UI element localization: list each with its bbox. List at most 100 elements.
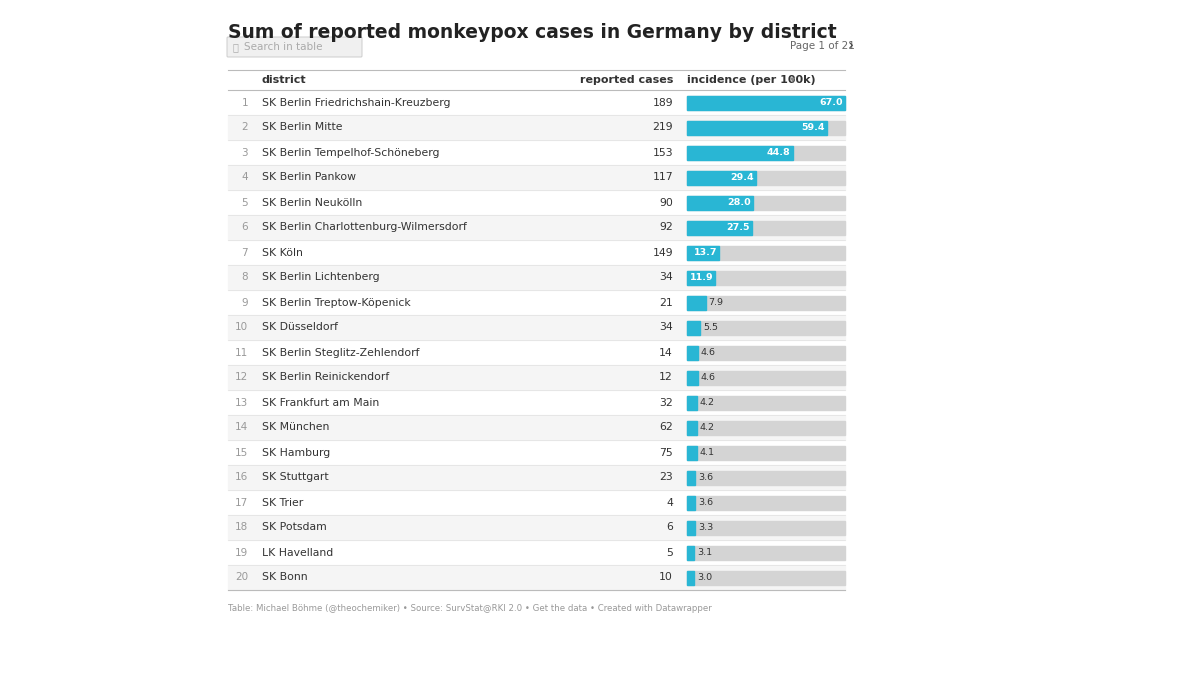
Bar — [686, 346, 845, 360]
Bar — [686, 470, 696, 485]
Text: 3.0: 3.0 — [697, 573, 712, 582]
Text: SK Potsdam: SK Potsdam — [262, 522, 326, 533]
Text: 5: 5 — [241, 198, 248, 207]
Text: 153: 153 — [653, 148, 673, 157]
Text: 29.4: 29.4 — [731, 173, 755, 182]
Bar — [686, 246, 719, 259]
Text: 10: 10 — [235, 323, 248, 333]
Text: 21: 21 — [659, 298, 673, 308]
Text: Sum of reported monkeypox cases in Germany by district: Sum of reported monkeypox cases in Germa… — [228, 23, 836, 42]
Text: 189: 189 — [653, 97, 673, 107]
Text: 17: 17 — [235, 497, 248, 508]
Text: 23: 23 — [659, 472, 673, 483]
Bar — [686, 396, 697, 410]
FancyBboxPatch shape — [227, 37, 362, 57]
Bar — [686, 495, 845, 510]
Bar — [686, 221, 752, 234]
Text: SK Berlin Friedrichshain-Kreuzberg: SK Berlin Friedrichshain-Kreuzberg — [262, 97, 450, 107]
Text: 75: 75 — [659, 448, 673, 458]
Bar — [686, 495, 696, 510]
Text: 5: 5 — [666, 547, 673, 558]
Bar — [686, 321, 845, 335]
Bar — [686, 446, 697, 460]
Bar — [686, 95, 845, 109]
Bar — [228, 265, 845, 290]
Text: 27.5: 27.5 — [726, 223, 750, 232]
Text: 1: 1 — [241, 97, 248, 107]
Bar — [686, 321, 700, 335]
Bar — [686, 421, 697, 435]
Text: 92: 92 — [659, 223, 673, 232]
Text: 15: 15 — [235, 448, 248, 458]
Text: SK Berlin Lichtenberg: SK Berlin Lichtenberg — [262, 273, 379, 283]
Text: SK Berlin Charlottenburg-Wilmersdorf: SK Berlin Charlottenburg-Wilmersdorf — [262, 223, 467, 232]
Text: SK Berlin Mitte: SK Berlin Mitte — [262, 122, 342, 132]
Bar — [228, 115, 845, 140]
Text: 34: 34 — [659, 273, 673, 283]
Bar — [228, 365, 845, 390]
Text: SK Berlin Treptow-Köpenick: SK Berlin Treptow-Köpenick — [262, 298, 410, 308]
Bar — [686, 346, 698, 360]
Text: 5.5: 5.5 — [703, 323, 718, 332]
Text: 12: 12 — [235, 373, 248, 383]
Bar — [686, 221, 845, 234]
Text: 2: 2 — [241, 122, 248, 132]
Bar — [686, 146, 793, 159]
Text: incidence (per 100k): incidence (per 100k) — [686, 75, 816, 85]
Text: SK Bonn: SK Bonn — [262, 572, 307, 583]
Text: LK Havelland: LK Havelland — [262, 547, 334, 558]
Bar — [228, 165, 845, 190]
Bar — [686, 196, 754, 209]
Text: SK München: SK München — [262, 423, 329, 433]
Bar — [686, 296, 845, 310]
Bar — [686, 246, 845, 259]
Text: ▼: ▼ — [790, 77, 796, 83]
Text: 3.6: 3.6 — [698, 473, 714, 482]
Text: SK Trier: SK Trier — [262, 497, 304, 508]
Bar — [228, 415, 845, 440]
Bar — [228, 465, 845, 490]
Text: 44.8: 44.8 — [767, 148, 791, 157]
Bar — [686, 421, 845, 435]
Text: 14: 14 — [659, 348, 673, 358]
Text: 6: 6 — [241, 223, 248, 232]
Bar — [686, 171, 756, 184]
Text: 3.3: 3.3 — [697, 523, 713, 532]
Text: 7: 7 — [241, 248, 248, 257]
Text: 18: 18 — [235, 522, 248, 533]
Text: Page 1 of 21: Page 1 of 21 — [790, 41, 854, 51]
Text: SK Stuttgart: SK Stuttgart — [262, 472, 329, 483]
Text: 4.1: 4.1 — [700, 448, 715, 457]
Text: 67.0: 67.0 — [820, 98, 842, 107]
Bar — [686, 545, 695, 560]
Bar — [686, 271, 715, 284]
Text: 13.7: 13.7 — [694, 248, 718, 257]
Bar — [228, 565, 845, 590]
Bar — [686, 396, 845, 410]
Bar — [686, 296, 706, 310]
Text: 32: 32 — [659, 398, 673, 408]
Text: district: district — [262, 75, 307, 85]
Bar — [686, 545, 845, 560]
Text: 13: 13 — [235, 398, 248, 408]
Bar — [228, 515, 845, 540]
Text: SK Berlin Pankow: SK Berlin Pankow — [262, 173, 356, 182]
Bar — [686, 570, 845, 585]
Bar — [686, 371, 698, 385]
Bar — [686, 95, 845, 109]
Text: reported cases: reported cases — [580, 75, 673, 85]
Text: 12: 12 — [659, 373, 673, 383]
Text: SK Hamburg: SK Hamburg — [262, 448, 330, 458]
Text: SK Berlin Reinickendorf: SK Berlin Reinickendorf — [262, 373, 389, 383]
Text: Table: Michael Böhme (@theochemiker) • Source: SurvStat@RKI 2.0 • Get the data •: Table: Michael Böhme (@theochemiker) • S… — [228, 604, 712, 613]
Text: 219: 219 — [653, 122, 673, 132]
Text: 4.2: 4.2 — [700, 398, 715, 407]
Text: SK Frankfurt am Main: SK Frankfurt am Main — [262, 398, 379, 408]
Text: 11.9: 11.9 — [690, 273, 713, 282]
Text: SK Köln: SK Köln — [262, 248, 302, 257]
Bar — [686, 171, 845, 184]
Text: SK Berlin Tempelhof-Schöneberg: SK Berlin Tempelhof-Schöneberg — [262, 148, 439, 157]
Text: 28.0: 28.0 — [727, 198, 751, 207]
Bar — [686, 371, 845, 385]
Text: 4: 4 — [241, 173, 248, 182]
